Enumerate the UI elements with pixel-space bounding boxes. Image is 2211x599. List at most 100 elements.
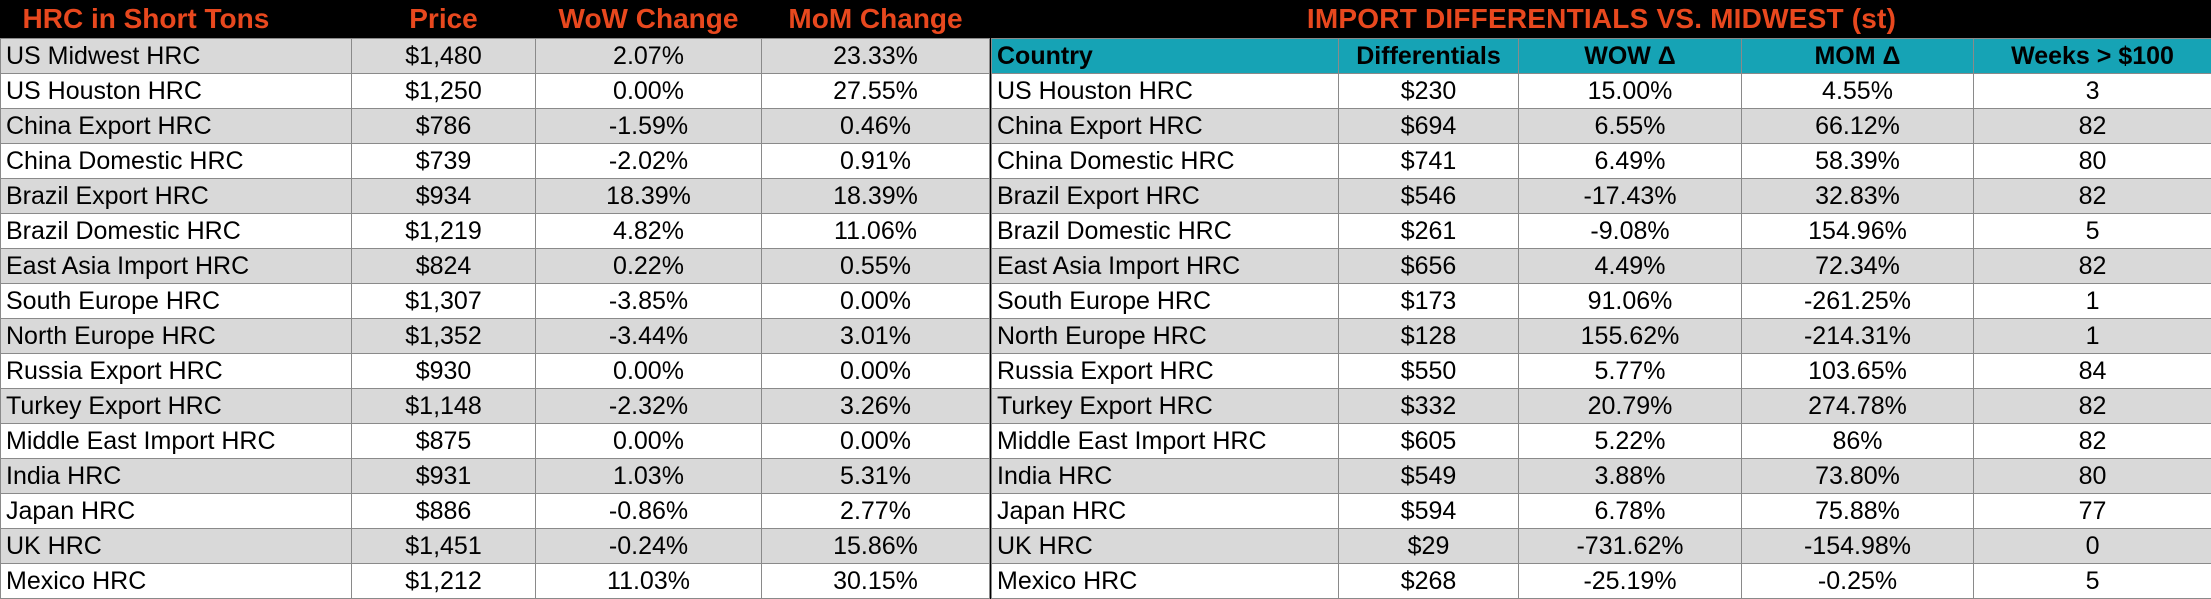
- cell-differential: $128: [1339, 319, 1519, 354]
- cell-differential: $741: [1339, 144, 1519, 179]
- header-weeks-over-100: Weeks > $100: [1974, 39, 2211, 74]
- cell-mom-change: 0.00%: [762, 424, 990, 459]
- cell-market: Russia Export HRC: [1, 354, 352, 389]
- cell-weeks-over-100: 1: [1974, 319, 2211, 354]
- import-differentials-column-header-row: Country Differentials WOW Δ MOM Δ Weeks …: [992, 39, 2211, 74]
- cell-price: $786: [352, 109, 536, 144]
- cell-mom-change: 23.33%: [762, 39, 990, 74]
- cell-weeks-over-100: 84: [1974, 354, 2211, 389]
- cell-mom-change: 15.86%: [762, 529, 990, 564]
- cell-differential: $549: [1339, 459, 1519, 494]
- cell-wow-delta: 4.49%: [1519, 249, 1742, 284]
- table-row: China Export HRC$786-1.59%0.46%: [1, 109, 990, 144]
- cell-mom-delta: 4.55%: [1742, 74, 1974, 109]
- table-row: Brazil Domestic HRC$261-9.08%154.96%5: [992, 214, 2211, 249]
- cell-weeks-over-100: 82: [1974, 179, 2211, 214]
- table-row: China Domestic HRC$739-2.02%0.91%: [1, 144, 990, 179]
- cell-differential: $694: [1339, 109, 1519, 144]
- cell-weeks-over-100: 5: [1974, 564, 2211, 599]
- cell-mom-change: 18.39%: [762, 179, 990, 214]
- cell-price: $886: [352, 494, 536, 529]
- cell-market: Mexico HRC: [1, 564, 352, 599]
- cell-weeks-over-100: 82: [1974, 389, 2211, 424]
- cell-country: Mexico HRC: [992, 564, 1339, 599]
- table-row: UK HRC$1,451-0.24%15.86%: [1, 529, 990, 564]
- cell-price: $931: [352, 459, 536, 494]
- table-row: UK HRC$29-731.62%-154.98%0: [992, 529, 2211, 564]
- cell-mom-delta: 75.88%: [1742, 494, 1974, 529]
- header-price: Price: [352, 0, 536, 39]
- cell-wow-delta: 155.62%: [1519, 319, 1742, 354]
- cell-mom-delta: -0.25%: [1742, 564, 1974, 599]
- cell-wow-delta: 6.78%: [1519, 494, 1742, 529]
- header-country: Country: [992, 39, 1339, 74]
- cell-price: $1,352: [352, 319, 536, 354]
- cell-wow-delta: 3.88%: [1519, 459, 1742, 494]
- cell-wow-change: 0.00%: [536, 424, 762, 459]
- cell-wow-delta: 20.79%: [1519, 389, 1742, 424]
- import-differentials-title: IMPORT DIFFERENTIALS VS. MIDWEST (st): [992, 0, 2211, 39]
- cell-price: $1,250: [352, 74, 536, 109]
- cell-mom-delta: 73.80%: [1742, 459, 1974, 494]
- cell-country: Brazil Domestic HRC: [992, 214, 1339, 249]
- table-row: Mexico HRC$268-25.19%-0.25%5: [992, 564, 2211, 599]
- cell-mom-delta: -261.25%: [1742, 284, 1974, 319]
- import-differentials-table: IMPORT DIFFERENTIALS VS. MIDWEST (st) Co…: [991, 0, 2211, 599]
- table-row: Brazil Export HRC$546-17.43%32.83%82: [992, 179, 2211, 214]
- cell-price: $875: [352, 424, 536, 459]
- cell-price: $1,451: [352, 529, 536, 564]
- cell-mom-delta: -214.31%: [1742, 319, 1974, 354]
- cell-wow-change: -3.44%: [536, 319, 762, 354]
- cell-price: $739: [352, 144, 536, 179]
- cell-market: Japan HRC: [1, 494, 352, 529]
- cell-country: Middle East Import HRC: [992, 424, 1339, 459]
- table-row: South Europe HRC$1,307-3.85%0.00%: [1, 284, 990, 319]
- cell-weeks-over-100: 80: [1974, 144, 2211, 179]
- cell-country: Japan HRC: [992, 494, 1339, 529]
- cell-weeks-over-100: 0: [1974, 529, 2211, 564]
- hrc-prices-table: HRC in Short Tons Price WoW Change MoM C…: [0, 0, 990, 599]
- cell-differential: $546: [1339, 179, 1519, 214]
- cell-wow-change: -0.86%: [536, 494, 762, 529]
- cell-wow-delta: 6.49%: [1519, 144, 1742, 179]
- cell-differential: $261: [1339, 214, 1519, 249]
- cell-price: $1,219: [352, 214, 536, 249]
- cell-mom-delta: -154.98%: [1742, 529, 1974, 564]
- cell-wow-delta: -9.08%: [1519, 214, 1742, 249]
- cell-market: North Europe HRC: [1, 319, 352, 354]
- cell-wow-change: 18.39%: [536, 179, 762, 214]
- cell-weeks-over-100: 3: [1974, 74, 2211, 109]
- cell-mom-change: 11.06%: [762, 214, 990, 249]
- cell-weeks-over-100: 77: [1974, 494, 2211, 529]
- cell-market: China Export HRC: [1, 109, 352, 144]
- header-wow-delta: WOW Δ: [1519, 39, 1742, 74]
- cell-market: US Houston HRC: [1, 74, 352, 109]
- cell-mom-change: 3.01%: [762, 319, 990, 354]
- cell-mom-change: 3.26%: [762, 389, 990, 424]
- cell-mom-delta: 66.12%: [1742, 109, 1974, 144]
- cell-wow-delta: -25.19%: [1519, 564, 1742, 599]
- cell-country: South Europe HRC: [992, 284, 1339, 319]
- cell-mom-change: 0.46%: [762, 109, 990, 144]
- cell-wow-change: -0.24%: [536, 529, 762, 564]
- cell-mom-change: 0.00%: [762, 284, 990, 319]
- header-mom-delta: MOM Δ: [1742, 39, 1974, 74]
- cell-differential: $29: [1339, 529, 1519, 564]
- cell-mom-delta: 86%: [1742, 424, 1974, 459]
- cell-wow-change: -2.32%: [536, 389, 762, 424]
- header-differentials: Differentials: [1339, 39, 1519, 74]
- cell-mom-delta: 103.65%: [1742, 354, 1974, 389]
- hrc-prices-header-row: HRC in Short Tons Price WoW Change MoM C…: [1, 0, 990, 39]
- table-row: Japan HRC$886-0.86%2.77%: [1, 494, 990, 529]
- cell-differential: $594: [1339, 494, 1519, 529]
- cell-wow-change: 0.22%: [536, 249, 762, 284]
- cell-mom-delta: 58.39%: [1742, 144, 1974, 179]
- cell-differential: $605: [1339, 424, 1519, 459]
